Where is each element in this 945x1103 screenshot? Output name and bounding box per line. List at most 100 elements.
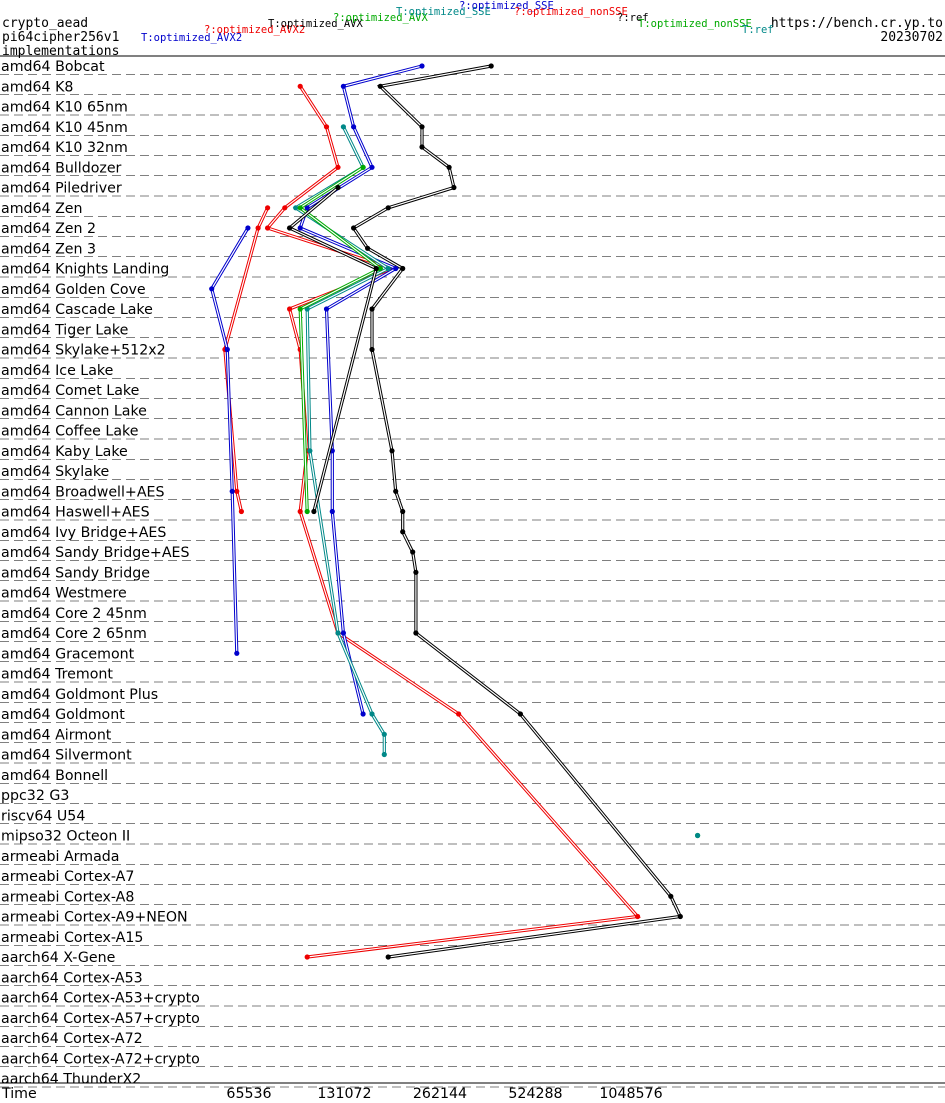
axis-title: Time: [1, 1086, 37, 1102]
legend-t-optimized-nonsse: T:optimized_nonSSE: [638, 18, 752, 30]
data-point-t-optimized-avx-amd64-zen-2: [287, 225, 293, 231]
category-label-amd64-tremont: amd64 Tremont: [1, 667, 113, 683]
data-point-ref-armeabi-cortex-a8: [668, 893, 674, 899]
data-point-ref-amd64-skylake-512x2: [369, 346, 375, 353]
data-point-optimized-sse-amd64-knights-landing: [393, 265, 399, 272]
data-point-optimized-sse-amd64-haswell-aes: [329, 508, 335, 515]
data-point-t-optimized-avx-amd64-knights-landing: [373, 265, 379, 272]
data-point-t-optimized-avx2-amd64-golden-cove: [209, 286, 215, 292]
tick-label-65536: 65536: [226, 1086, 271, 1102]
category-label-armeabi-armada: armeabi Armada: [1, 849, 119, 865]
tick-label-524288: 524288: [508, 1086, 562, 1102]
data-point-ref-amd64-core-2-65nm: [413, 630, 419, 636]
data-point-optimized-avx-amd64-haswell-aes: [304, 508, 310, 515]
data-point-t-optimized-sse-amd64-airmont: [381, 731, 387, 737]
data-point-ref-amd64-cascade-lake: [369, 306, 375, 312]
data-point-optimized-nonsse-amd64-bulldozer: [335, 164, 341, 170]
data-point-ref-amd64-bobcat: [488, 63, 494, 69]
legend-optimized-avx2: ?:optimized_AVX2: [204, 24, 305, 36]
category-label-armeabi-cortex-a7: armeabi Cortex-A7: [1, 869, 134, 885]
category-label-amd64-coffee-lake: amd64 Coffee Lake: [1, 424, 138, 440]
data-point-optimized-nonsse-aarch64-x-gene: [304, 954, 310, 960]
category-label-amd64-core-2-65nm: amd64 Core 2 65nm: [1, 626, 147, 642]
data-point-ref-amd64-goldmont: [517, 711, 524, 717]
data-point-ref-amd64-zen: [385, 205, 391, 211]
data-point-ref-amd64-kaby-lake: [389, 448, 395, 454]
category-label-amd64-goldmont: amd64 Goldmont: [1, 707, 125, 723]
category-label-amd64-sandy-bridge: amd64 Sandy Bridge: [1, 565, 150, 581]
category-label-amd64-ice-lake: amd64 Ice Lake: [1, 363, 113, 379]
header-line-2: pi64cipher256v1: [2, 30, 119, 45]
data-point-optimized-sse-amd64-k10-45nm: [351, 124, 357, 130]
category-label-amd64-goldmont-plus: amd64 Goldmont Plus: [1, 687, 158, 703]
category-label-armeabi-cortex-a15: armeabi Cortex-A15: [1, 930, 143, 946]
category-label-amd64-k10-32nm: amd64 K10 32nm: [1, 140, 128, 156]
category-label-amd64-k10-65nm: amd64 K10 65nm: [1, 100, 128, 116]
data-point-ref-amd64-knights-landing: [400, 265, 406, 272]
series-lines: [209, 63, 701, 960]
data-point-t-optimized-sse-amd64-knights-landing: [385, 265, 391, 272]
category-label-amd64-core-2-45nm: amd64 Core 2 45nm: [1, 606, 147, 622]
category-label-aarch64-x-gene: aarch64 X-Gene: [1, 950, 115, 966]
category-label-amd64-comet-lake: amd64 Comet Lake: [1, 383, 139, 399]
data-point-t-optimized-sse-amd64-k10-45nm: [340, 124, 346, 130]
category-label-aarch64-cortex-a72-crypto: aarch64 Cortex-A72+crypto: [1, 1051, 200, 1067]
category-label-amd64-zen-2: amd64 Zen 2: [1, 221, 96, 237]
data-point-ref-amd64-zen-2: [351, 225, 357, 231]
category-label-amd64-cannon-lake: amd64 Cannon Lake: [1, 403, 147, 419]
data-point-optimized-nonsse-amd64-zen: [282, 205, 288, 211]
data-point-optimized-nonsse-amd64-goldmont: [456, 711, 462, 717]
data-point-t-optimized-avx2-amd64-zen-2: [245, 225, 251, 231]
category-label-amd64-zen: amd64 Zen: [1, 201, 83, 217]
category-label-amd64-k8: amd64 K8: [1, 79, 73, 95]
category-label-amd64-gracemont: amd64 Gracemont: [1, 646, 135, 662]
data-point-optimized-avx-amd64-bulldozer: [360, 164, 366, 170]
data-point-t-optimized-avx2-amd64-gracemont: [234, 650, 240, 656]
category-label-amd64-golden-cove: amd64 Golden Cove: [1, 282, 146, 298]
category-label-riscv64-u54: riscv64 U54: [1, 808, 85, 824]
legend-ref: ?:ref: [617, 12, 649, 24]
data-point-t-optimized-sse-amd64-silvermont: [381, 751, 387, 758]
series-line-t-optimized-avx2: [209, 227, 250, 654]
data-point-optimized-sse-amd64-k8: [340, 83, 346, 89]
category-label-amd64-kaby-lake: amd64 Kaby Lake: [1, 444, 128, 460]
category-rows: amd64 Bobcat amd64 K8 amd64 K10 65nm amd64 …: [0, 59, 945, 1088]
data-point-ref-amd64-piledriver: [451, 184, 457, 191]
time-axis: Time 65536 131072 262144 524288 1048576: [0, 1082, 945, 1102]
category-label-amd64-k10-45nm: amd64 K10 45nm: [1, 120, 128, 136]
series-line-inner-optimized-sse: [299, 65, 423, 715]
legend-optimized-nonsse: ?:optimized_nonSSE: [514, 6, 628, 18]
legend-t-optimized-sse: T:optimized_SSE: [396, 6, 491, 18]
data-point-optimized-avx2-amd64-zen-2: [255, 225, 261, 231]
data-point-optimized-avx-amd64-knights-landing: [377, 265, 383, 272]
category-label-amd64-zen-3: amd64 Zen 3: [1, 241, 96, 257]
legend-optimized-sse: ?:optimized_SSE: [459, 0, 554, 12]
category-label-amd64-bobcat: amd64 Bobcat: [1, 59, 105, 75]
data-point-ref-amd64-k8: [377, 83, 383, 89]
data-point-optimized-avx2-amd64-broadwell-aes: [234, 488, 240, 494]
category-label-mipso32-octeon-ii: mipso32 Octeon II: [1, 829, 130, 845]
data-point-ref-amd64-k10-45nm: [419, 124, 425, 130]
data-point-t-ref-mipso32-octeon-ii: [695, 832, 701, 839]
category-label-amd64-skylake-512x2: amd64 Skylake+512x2: [1, 343, 166, 359]
data-point-optimized-sse-amd64-zen-2: [297, 225, 303, 231]
series-line-inner-t-optimized-sse: [294, 126, 390, 755]
data-point-optimized-sse-amd64-bobcat: [419, 63, 425, 69]
data-point-optimized-avx-amd64-zen: [297, 205, 303, 211]
data-point-optimized-nonsse-amd64-zen-2: [265, 225, 271, 231]
source-url: https://bench.cr.yp.to: [771, 16, 943, 31]
legend-t-ref: T:ref: [742, 24, 774, 36]
header-line-3: implementations: [2, 44, 119, 59]
category-label-armeabi-cortex-a9-neon: armeabi Cortex-A9+NEON: [1, 910, 188, 926]
category-label-aarch64-cortex-a53-crypto: aarch64 Cortex-A53+crypto: [1, 991, 200, 1007]
category-label-amd64-sandy-bridge-aes: amd64 Sandy Bridge+AES: [1, 545, 190, 561]
data-point-t-optimized-sse-amd64-goldmont: [369, 711, 375, 717]
data-point-ref-amd64-broadwell-aes: [393, 488, 399, 494]
category-label-amd64-cascade-lake: amd64 Cascade Lake: [1, 302, 153, 318]
data-point-t-optimized-avx2-amd64-skylake-512x2: [224, 346, 230, 353]
category-label-amd64-tiger-lake: amd64 Tiger Lake: [1, 322, 128, 338]
legend: T:optimized_AVX2?:optimized_AVX2T:optimi…: [141, 0, 774, 44]
data-point-optimized-sse-amd64-bulldozer: [369, 164, 375, 170]
category-label-amd64-silvermont: amd64 Silvermont: [1, 748, 132, 764]
chart-header: crypto_aead pi64cipher256v1 implementati…: [0, 16, 945, 59]
